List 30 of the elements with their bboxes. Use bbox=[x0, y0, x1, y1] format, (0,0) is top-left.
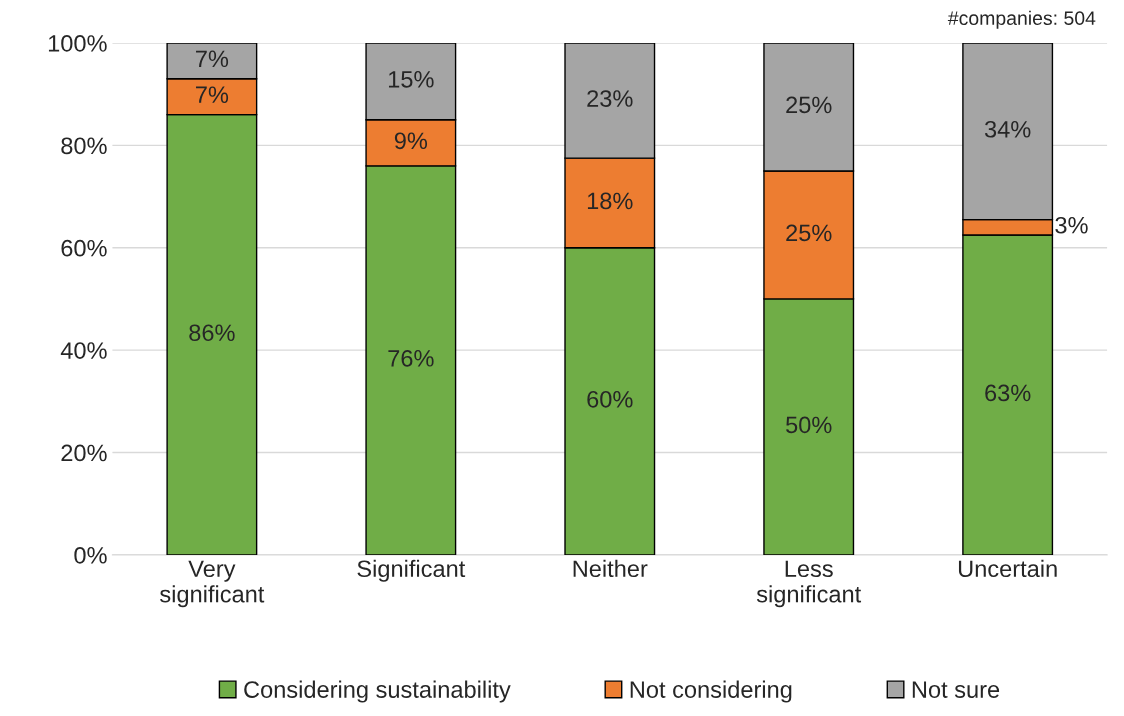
legend-label: Not sure bbox=[912, 681, 1000, 698]
data-label: 25% bbox=[786, 96, 832, 114]
data-label: 3% bbox=[1055, 216, 1088, 234]
y-tick-label: 60% bbox=[61, 239, 107, 257]
y-tick-label: 20% bbox=[61, 444, 107, 462]
data-label: 25% bbox=[786, 224, 832, 242]
x-tick-label: Neither bbox=[573, 559, 648, 578]
y-tick-label: 100% bbox=[48, 35, 107, 52]
data-label: 18% bbox=[587, 192, 633, 210]
data-label: 9% bbox=[394, 132, 428, 150]
y-tick-label: 40% bbox=[60, 342, 107, 359]
x-tick-label: Significant bbox=[357, 559, 466, 582]
data-label: 60% bbox=[587, 390, 633, 408]
x-tick-label: Very significant bbox=[160, 560, 265, 608]
data-label: 76% bbox=[388, 349, 434, 367]
data-label: 7% bbox=[196, 50, 229, 68]
x-tick-label: Less significant bbox=[756, 560, 862, 608]
y-tick-label: 80% bbox=[61, 137, 107, 155]
legend-label: Considering sustainability bbox=[244, 680, 511, 703]
data-label: 50% bbox=[786, 416, 832, 434]
data-label: 63% bbox=[985, 384, 1031, 402]
data-label: 86% bbox=[189, 324, 235, 342]
x-tick-label: Uncertain bbox=[958, 559, 1057, 578]
text: #companies: 504 bbox=[947, 10, 1096, 29]
data-label: 7% bbox=[196, 86, 229, 103]
legend-label: Not considering bbox=[630, 680, 792, 703]
data-label: 15% bbox=[388, 71, 434, 88]
data-label: 23% bbox=[587, 90, 633, 107]
data-label: 34% bbox=[984, 120, 1031, 138]
y-tick-label: 0% bbox=[74, 546, 107, 564]
